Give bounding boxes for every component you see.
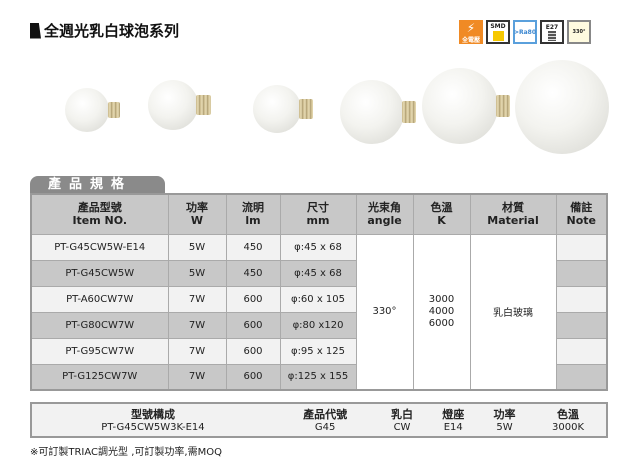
composition-value-row: PT-G45CW5W3K-E14 G45 CW E14 5W 3000K bbox=[31, 422, 607, 437]
composition-header-row: 型號構成 產品代號 乳白 燈座 功率 色溫 bbox=[31, 403, 607, 422]
comp-value: CW bbox=[393, 422, 411, 433]
title-marker-icon bbox=[30, 22, 41, 39]
comp-value: E14 bbox=[443, 422, 463, 433]
cell-size: φ:45 x 68 bbox=[279, 233, 357, 261]
cell-lumen: 600 bbox=[225, 337, 281, 365]
cell-lumen: 600 bbox=[225, 285, 281, 313]
comp-header: 色溫 bbox=[557, 408, 580, 421]
header-note: 備註 Note bbox=[555, 193, 608, 235]
cell-lumen: 600 bbox=[225, 311, 281, 339]
cell-item: PT-G45CW5W bbox=[30, 259, 169, 287]
cell-note bbox=[555, 285, 608, 313]
cell-note bbox=[555, 259, 608, 287]
header-size: 尺寸 mm bbox=[279, 193, 357, 235]
cell-watt: 5W bbox=[167, 259, 227, 287]
cell-note bbox=[555, 311, 608, 339]
cell-note bbox=[555, 337, 608, 365]
comp-header: 乳白 bbox=[391, 408, 413, 421]
cell-lumen: 450 bbox=[225, 233, 281, 261]
cell-item: PT-G95CW7W bbox=[30, 337, 169, 365]
feature-badges: ⚡ 全電壓 SMD >Ra80 E27 330° bbox=[459, 20, 591, 44]
comp-header: 燈座 bbox=[442, 408, 465, 421]
cell-cct: 3000 4000 6000 bbox=[412, 233, 471, 391]
e27-base-icon: E27 bbox=[540, 20, 564, 44]
page-title: 全週光乳白球泡系列 bbox=[30, 20, 179, 41]
beam-angle-icon: 330° bbox=[567, 20, 591, 44]
badge-label: E27 bbox=[545, 23, 559, 31]
smd-icon: SMD bbox=[486, 20, 510, 44]
table-row: PT-G45CW5W-E14 5W 450 φ:45 x 68 330° 3000 40… bbox=[30, 233, 608, 391]
cell-size: φ:95 x 125 bbox=[279, 337, 357, 365]
spec-table: 產品型號 Item NO. 功率 W 流明 lm 尺寸 mm 光束角 angle 色溫 K … bbox=[30, 193, 608, 391]
cell-item: PT-A60CW7W bbox=[30, 285, 169, 313]
footnote: ※可訂製TRIAC調光型 ,可訂製功率,需MOQ bbox=[30, 447, 222, 458]
header-angle: 光束角 angle bbox=[355, 193, 414, 235]
comp-value: G45 bbox=[314, 422, 336, 433]
table-row: PT-G125CW7W 7W 600 φ:125 x 155 bbox=[30, 363, 608, 391]
cell-watt: 7W bbox=[167, 311, 227, 339]
cell-size: φ:125 x 155 bbox=[279, 363, 357, 391]
cell-item: PT-G125CW7W bbox=[30, 363, 169, 391]
comp-header: 產品代號 bbox=[303, 408, 348, 421]
cell-material: 乳白玻璃 bbox=[469, 233, 557, 391]
header-cct: 色溫 K bbox=[412, 193, 471, 235]
cell-note bbox=[555, 233, 608, 261]
header-item: 產品型號 Item NO. bbox=[30, 193, 169, 235]
header-lumen: 流明 lm bbox=[225, 193, 281, 235]
table-row: PT-G95CW7W 7W 600 φ:95 x 125 bbox=[30, 337, 608, 365]
header-watt: 功率 W bbox=[167, 193, 227, 235]
cell-lumen: 600 bbox=[225, 363, 281, 391]
cell-item: PT-G80CW7W bbox=[30, 311, 169, 339]
badge-label: 全電壓 bbox=[461, 36, 480, 44]
comp-value: 5W bbox=[496, 422, 513, 433]
comp-value: PT-G45CW5W3K-E14 bbox=[101, 422, 205, 433]
voltage-icon: ⚡ 全電壓 bbox=[459, 20, 483, 44]
cell-note bbox=[555, 363, 608, 391]
comp-value: 3000K bbox=[552, 422, 585, 433]
badge-label: SMD bbox=[490, 23, 506, 30]
cell-size: φ:80 x120 bbox=[279, 311, 357, 339]
cell-size: φ:45 x 68 bbox=[279, 259, 357, 287]
cell-watt: 7W bbox=[167, 337, 227, 365]
table-row: PT-G80CW7W 7W 600 φ:80 x120 bbox=[30, 311, 608, 339]
cell-size: φ:60 x 105 bbox=[279, 285, 357, 313]
cell-item: PT-G45CW5W-E14 bbox=[30, 233, 169, 261]
model-composition-table: 型號構成 產品代號 乳白 燈座 功率 色溫 PT-G45CW5W3K-E14 G45 CW E1… bbox=[30, 402, 608, 438]
title-text: 全週光乳白球泡系列 bbox=[44, 22, 180, 40]
cell-watt: 7W bbox=[167, 363, 227, 391]
header-material: 材質 Material bbox=[469, 193, 557, 235]
cell-watt: 7W bbox=[167, 285, 227, 313]
comp-header: 功率 bbox=[493, 408, 516, 421]
cell-angle: 330° bbox=[355, 233, 414, 391]
cell-watt: 5W bbox=[167, 233, 227, 261]
cell-lumen: 450 bbox=[225, 259, 281, 287]
ra-icon: >Ra80 bbox=[513, 20, 537, 44]
badge-label: 330° bbox=[572, 29, 586, 35]
badge-label: >Ra80 bbox=[513, 28, 537, 36]
section-tab: 產品規格 bbox=[30, 176, 165, 194]
spec-header-row: 產品型號 Item NO. 功率 W 流明 lm 尺寸 mm 光束角 angle 色溫 K … bbox=[30, 193, 608, 235]
comp-header: 型號構成 bbox=[130, 408, 175, 421]
